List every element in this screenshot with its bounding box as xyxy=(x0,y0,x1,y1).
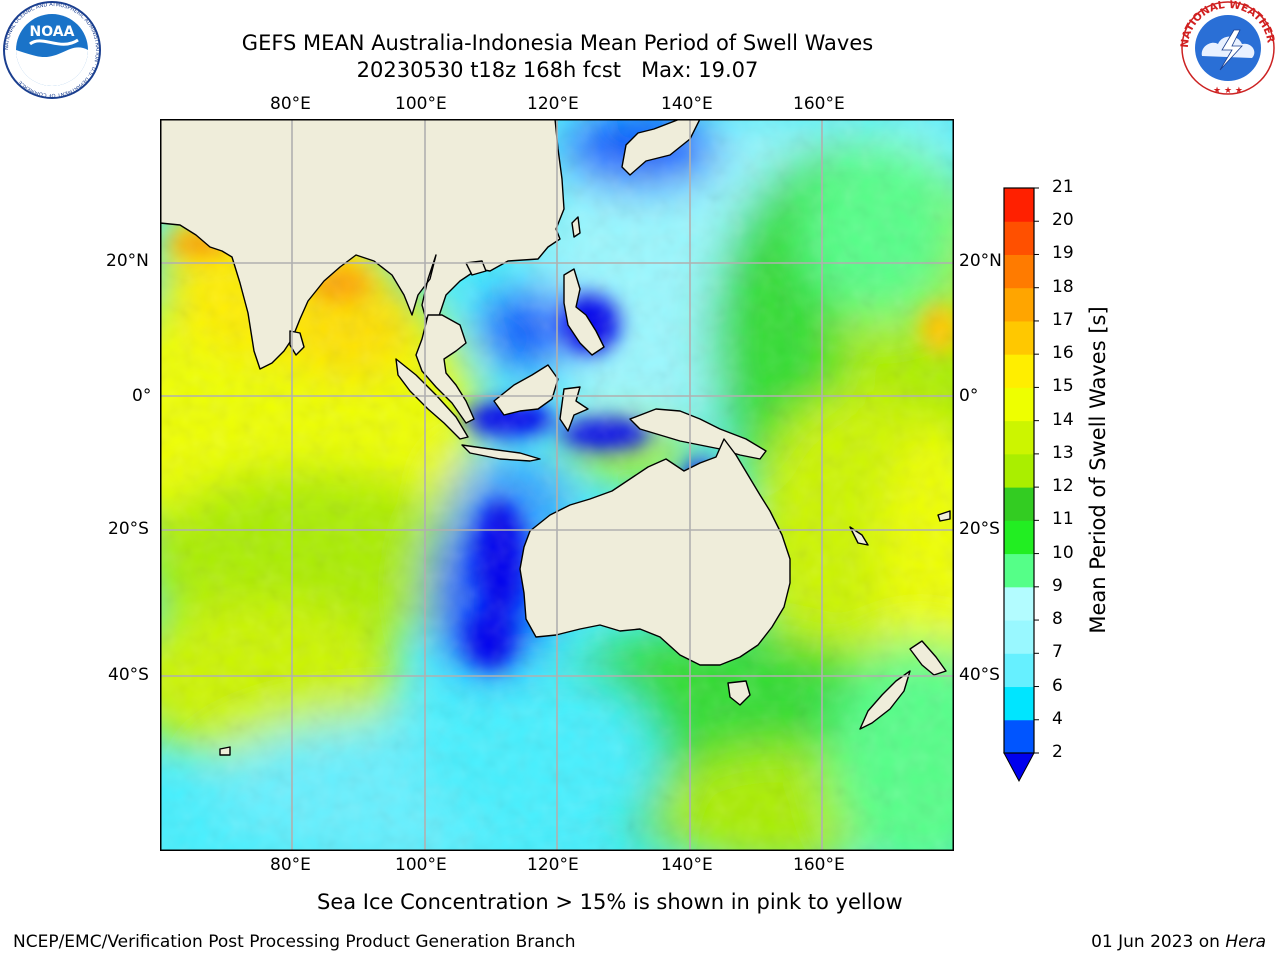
land-masses xyxy=(160,119,951,756)
swell-period-map xyxy=(160,119,954,851)
footer-machine: Hera xyxy=(1225,932,1266,952)
lat-tick-left-20s: 20°S xyxy=(108,519,149,539)
nws-logo: NATIONAL WEATHER SERVICE ★ ★ ★ xyxy=(1174,0,1280,100)
map-subtitle: 20230530 t18z 168h fcst Max: 19.07 xyxy=(356,58,759,82)
colorbar-under-arrow xyxy=(1003,752,1035,783)
colorbar-band xyxy=(1004,188,1034,222)
lon-tick-top-120e: 120°E xyxy=(527,94,579,114)
colorbar-band xyxy=(1004,586,1034,621)
colorbar-tick-label: 16 xyxy=(1052,343,1074,364)
colorbar-outline xyxy=(1003,187,1035,754)
colorbar-tick-label: 10 xyxy=(1052,542,1074,563)
footer-producer: NCEP/EMC/Verification Post Processing Pr… xyxy=(13,932,576,952)
colorbar-tick-label: 11 xyxy=(1052,509,1074,530)
colorbar-tick-label: 15 xyxy=(1052,376,1074,397)
colorbar-tick-label: 9 xyxy=(1052,575,1063,596)
lon-tick-top-160e: 160°E xyxy=(793,94,845,114)
lat-tick-left-20n: 20°N xyxy=(106,251,149,271)
colorbar-tick-label: 4 xyxy=(1052,708,1063,729)
lon-tick-top-140e: 140°E xyxy=(661,94,713,114)
lon-tick-top-100e: 100°E xyxy=(395,94,447,114)
lat-tick-right-40s: 40°S xyxy=(959,665,1000,685)
noaa-logo: NOAA NATIONAL OCEANIC AND ATMOSPHERIC AD… xyxy=(0,0,104,104)
colorbar-band xyxy=(1004,387,1034,422)
colorbar-band xyxy=(1004,287,1034,322)
colorbar-band xyxy=(1004,520,1034,555)
colorbar-band xyxy=(1004,653,1034,688)
footer-date: 01 Jun 2023 on Hera xyxy=(1091,932,1266,952)
colorbar-band xyxy=(1004,254,1034,289)
map-title: GEFS MEAN Australia-Indonesia Mean Perio… xyxy=(241,31,874,55)
colorbar-tick-label: 19 xyxy=(1052,243,1074,264)
lon-tick-bottom-80e: 80°E xyxy=(270,855,311,875)
lon-tick-bottom-100e: 100°E xyxy=(395,855,447,875)
lon-tick-bottom-140e: 140°E xyxy=(661,855,713,875)
colorbar-tick-label: 12 xyxy=(1052,476,1074,497)
svg-text:★ ★ ★: ★ ★ ★ xyxy=(1213,86,1243,96)
lat-tick-right-20s: 20°S xyxy=(959,519,1000,539)
sea-ice-note: Sea Ice Concentration > 15% is shown in … xyxy=(317,890,903,914)
colorbar-tick-label: 21 xyxy=(1052,177,1074,197)
colorbar-title: Mean Period of Swell Waves [s] xyxy=(1086,306,1110,634)
graticule xyxy=(160,119,954,851)
colorbar-band xyxy=(1004,453,1034,488)
lat-tick-left-40s: 40°S xyxy=(108,665,149,685)
lat-tick-right-20n: 20°N xyxy=(959,251,1002,271)
lat-tick-right-0: 0° xyxy=(959,386,979,406)
lon-tick-bottom-120e: 120°E xyxy=(527,855,579,875)
colorbar-band xyxy=(1004,420,1034,455)
colorbar-tick-label: 18 xyxy=(1052,276,1074,297)
lat-tick-left-0: 0° xyxy=(132,386,152,406)
colorbar-band xyxy=(1004,719,1034,754)
colorbar-swatches xyxy=(1003,187,1039,783)
colorbar-tick-label: 7 xyxy=(1052,642,1063,663)
colorbar-band xyxy=(1004,354,1034,388)
colorbar-band xyxy=(1004,686,1034,721)
map-panel xyxy=(160,119,954,851)
colorbar-band xyxy=(1004,221,1034,255)
colorbar-tick-label: 17 xyxy=(1052,309,1074,330)
colorbar-band xyxy=(1004,620,1034,654)
lon-tick-top-80e: 80°E xyxy=(270,94,311,114)
colorbar-tick-label: 13 xyxy=(1052,442,1074,463)
colorbar-band xyxy=(1004,487,1034,521)
colorbar-tick-label: 2 xyxy=(1052,742,1063,762)
lon-tick-bottom-160e: 160°E xyxy=(793,855,845,875)
svg-text:NOAA: NOAA xyxy=(30,24,75,40)
colorbar-tick-label: 20 xyxy=(1052,210,1074,231)
colorbar-tick-label: 6 xyxy=(1052,675,1063,696)
footer-date-text: 01 Jun 2023 on xyxy=(1091,932,1220,952)
colorbar-band xyxy=(1004,320,1034,355)
colorbar-band xyxy=(1004,553,1034,588)
colorbar-tick-label: 14 xyxy=(1052,409,1074,430)
colorbar xyxy=(1000,186,1040,786)
colorbar-tick-label: 8 xyxy=(1052,609,1063,630)
